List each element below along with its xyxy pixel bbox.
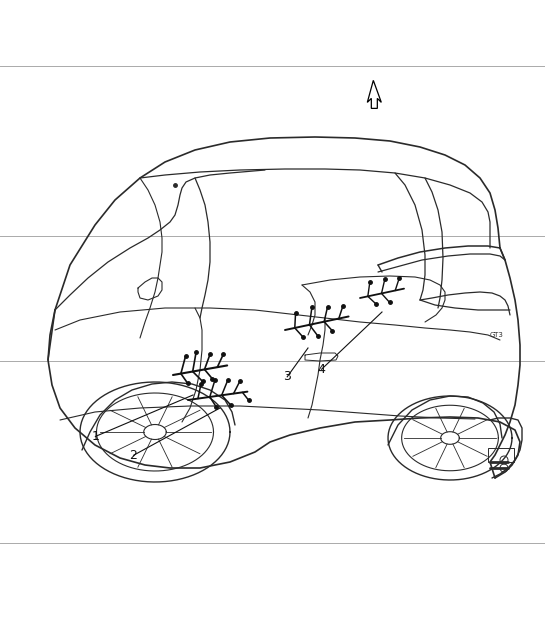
Text: 3: 3: [283, 371, 291, 383]
Bar: [488, 448, 514, 462]
Text: 4: 4: [318, 363, 325, 376]
Text: 2: 2: [130, 449, 137, 462]
Polygon shape: [367, 80, 382, 109]
Text: GT3: GT3: [490, 332, 504, 338]
Text: 1: 1: [92, 430, 99, 443]
